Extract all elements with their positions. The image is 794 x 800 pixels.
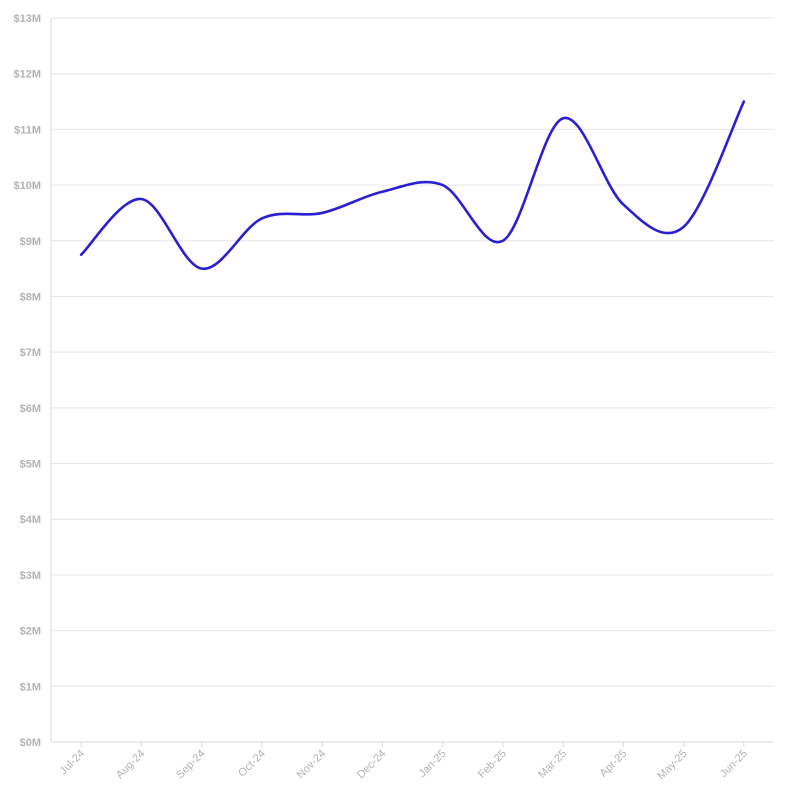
axes: [50, 18, 774, 747]
x-tick-label: Jul-24: [58, 748, 88, 778]
x-tick-label: Oct-24: [236, 748, 268, 780]
y-tick-label: $6M: [20, 403, 41, 415]
series-line: [79, 100, 746, 270]
x-tick-label: Jan-25: [416, 748, 448, 780]
y-tick-label: $7M: [20, 347, 41, 359]
y-tick-label: $2M: [20, 626, 41, 638]
x-tick-label: Aug-24: [114, 748, 148, 782]
data-point: [199, 266, 205, 272]
data-point: [560, 115, 566, 121]
data-point: [379, 189, 385, 195]
x-tick-label: Dec-24: [355, 748, 389, 782]
y-tick-label: $9M: [20, 236, 41, 248]
x-tick-label: Feb-25: [476, 748, 509, 781]
data-point: [259, 215, 265, 221]
y-tick-label: $5M: [20, 459, 41, 471]
y-tick-label: $4M: [20, 514, 41, 526]
y-tick-label: $0M: [20, 737, 41, 749]
x-tick-label: Sep-24: [174, 748, 208, 782]
y-tick-label: $13M: [13, 13, 41, 25]
series-layer: [78, 99, 747, 272]
grid-lines: [51, 17, 774, 687]
data-point: [440, 182, 446, 188]
y-tick-label: $11M: [14, 124, 41, 136]
data-point: [620, 202, 626, 208]
data-point: [681, 224, 687, 230]
y-tick-label: $3M: [20, 570, 41, 582]
x-tick-label: Jun-25: [718, 748, 750, 780]
y-tick-label: $12M: [13, 69, 41, 81]
data-point: [500, 238, 506, 244]
y-tick-label: $10M: [13, 180, 41, 192]
x-tick-label: Apr-25: [598, 748, 630, 780]
y-tick-label: $1M: [20, 681, 41, 693]
x-tick-label: Mar-25: [536, 748, 569, 781]
data-point: [319, 210, 325, 216]
data-point: [138, 196, 144, 202]
x-tick-label: May-25: [655, 748, 689, 782]
y-axis-tick-labels: $0M $1M $2M $3M $4M $5M $6M $7M $8M $9M $10M $11M $1…: [13, 13, 41, 749]
data-point: [741, 99, 747, 105]
x-tick-label: Nov-24: [295, 748, 329, 782]
data-point: [78, 252, 84, 258]
y-tick-label: $8M: [20, 291, 41, 303]
x-axis-tick-labels: Jul-24 Aug-24 Sep-24 Oct-24 Nov-24 Dec-24 Jan-…: [58, 748, 750, 782]
